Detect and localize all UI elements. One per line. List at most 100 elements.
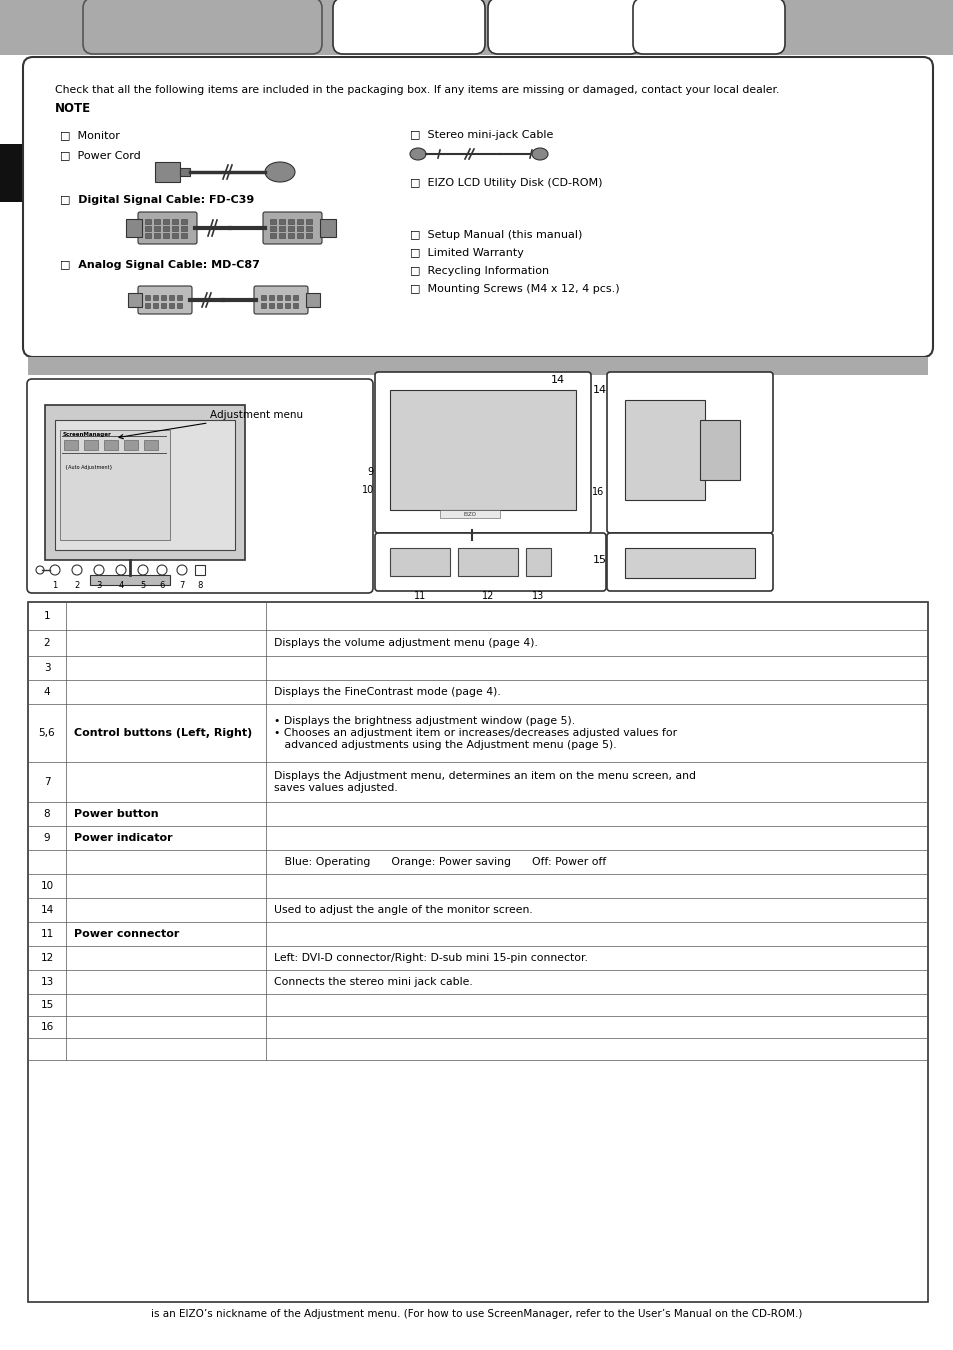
FancyBboxPatch shape [633, 0, 784, 54]
Text: Used to adjust the angle of the monitor screen.: Used to adjust the angle of the monitor … [274, 904, 532, 915]
Bar [278, 234, 285, 238]
Text: 5: 5 [140, 580, 146, 590]
Text: 7: 7 [44, 778, 51, 787]
Bar [269, 302, 274, 308]
Bar [152, 302, 158, 308]
Bar [439, 510, 499, 518]
Bar [276, 302, 282, 308]
Bar [104, 440, 118, 450]
Text: ScreenManager: ScreenManager [63, 432, 112, 437]
Text: is an EIZO’s nickname of the Adjustment menu. (For how to use ScreenManager, ref: is an EIZO’s nickname of the Adjustment … [152, 1310, 801, 1319]
Bar [172, 225, 178, 231]
Text: 4: 4 [118, 580, 124, 590]
Bar [153, 219, 160, 224]
Bar [319, 219, 335, 238]
Bar [169, 302, 173, 308]
Bar [172, 234, 178, 238]
Bar [172, 219, 178, 224]
Text: 9: 9 [368, 467, 374, 477]
Bar [288, 234, 294, 238]
Text: 11: 11 [414, 591, 426, 601]
Bar [152, 296, 158, 300]
Text: EIZO: EIZO [463, 512, 476, 517]
Text: □  EIZO LCD Utility Disk (CD-ROM): □ EIZO LCD Utility Disk (CD-ROM) [410, 178, 602, 188]
Bar [169, 296, 173, 300]
Bar [288, 219, 294, 224]
Bar [126, 219, 142, 238]
Bar [293, 296, 297, 300]
FancyBboxPatch shape [23, 57, 932, 356]
Text: 16: 16 [592, 487, 603, 497]
Bar [624, 400, 704, 500]
Bar [128, 293, 142, 306]
Bar [144, 440, 158, 450]
Text: Power button: Power button [74, 809, 158, 819]
FancyBboxPatch shape [606, 533, 772, 591]
Bar [0, 0, 953, 55]
Text: 15: 15 [593, 555, 606, 566]
Text: 6: 6 [159, 580, 165, 590]
Bar [84, 440, 98, 450]
Text: advanced adjustments using the Adjustment menu (page 5).: advanced adjustments using the Adjustmen… [274, 740, 616, 751]
Bar [161, 302, 166, 308]
Text: □  Digital Signal Cable: FD-C39: □ Digital Signal Cable: FD-C39 [60, 194, 254, 205]
Text: □  Analog Signal Cable: MD-C87: □ Analog Signal Cable: MD-C87 [60, 261, 259, 270]
Bar [296, 225, 303, 231]
Text: 10: 10 [361, 485, 374, 495]
Bar [700, 420, 740, 481]
Text: □  Mounting Screws (M4 x 12, 4 pcs.): □ Mounting Screws (M4 x 12, 4 pcs.) [410, 284, 619, 294]
Text: 14: 14 [550, 375, 564, 385]
Text: Blue: Operating      Orange: Power saving      Off: Power off: Blue: Operating Orange: Power saving Off… [274, 857, 605, 867]
Text: 1: 1 [44, 612, 51, 621]
FancyBboxPatch shape [375, 373, 590, 533]
FancyBboxPatch shape [253, 286, 308, 315]
Bar [270, 234, 275, 238]
FancyBboxPatch shape [83, 0, 322, 54]
Text: {Auto Adjustment}: {Auto Adjustment} [65, 464, 112, 470]
Bar [525, 548, 551, 576]
Bar [153, 225, 160, 231]
Bar [60, 431, 170, 540]
Text: 11: 11 [40, 929, 53, 940]
Text: 12: 12 [481, 591, 494, 601]
FancyBboxPatch shape [606, 373, 772, 533]
Bar [293, 302, 297, 308]
Bar [261, 296, 266, 300]
Text: Displays the FineContrast mode (page 4).: Displays the FineContrast mode (page 4). [274, 687, 500, 697]
Bar [285, 296, 290, 300]
FancyBboxPatch shape [263, 212, 322, 244]
Bar [306, 219, 312, 224]
Bar [145, 234, 151, 238]
Text: 2: 2 [74, 580, 79, 590]
Bar [163, 225, 169, 231]
Bar [285, 302, 290, 308]
Text: □  Setup Manual (this manual): □ Setup Manual (this manual) [410, 230, 581, 240]
Text: 13: 13 [532, 591, 543, 601]
Text: 4: 4 [44, 687, 51, 697]
Bar [145, 302, 150, 308]
Text: Displays the volume adjustment menu (page 4).: Displays the volume adjustment menu (pag… [274, 639, 537, 648]
Text: □  Monitor: □ Monitor [60, 130, 120, 140]
Bar [306, 225, 312, 231]
Text: Power connector: Power connector [74, 929, 179, 940]
Ellipse shape [410, 148, 426, 161]
Bar [439, 539, 503, 544]
Bar [390, 548, 450, 576]
FancyBboxPatch shape [488, 0, 639, 54]
FancyBboxPatch shape [375, 533, 605, 591]
Text: NOTE: NOTE [55, 103, 91, 115]
Bar [181, 225, 187, 231]
Bar [45, 405, 245, 560]
Text: 3: 3 [96, 580, 102, 590]
Bar [624, 548, 754, 578]
Bar [145, 296, 150, 300]
Bar [269, 296, 274, 300]
Text: 15: 15 [40, 1000, 53, 1010]
Bar [163, 234, 169, 238]
FancyBboxPatch shape [27, 379, 373, 593]
Ellipse shape [532, 148, 547, 161]
Bar [296, 219, 303, 224]
Bar [194, 566, 205, 575]
Bar [90, 575, 170, 585]
Bar [64, 440, 78, 450]
